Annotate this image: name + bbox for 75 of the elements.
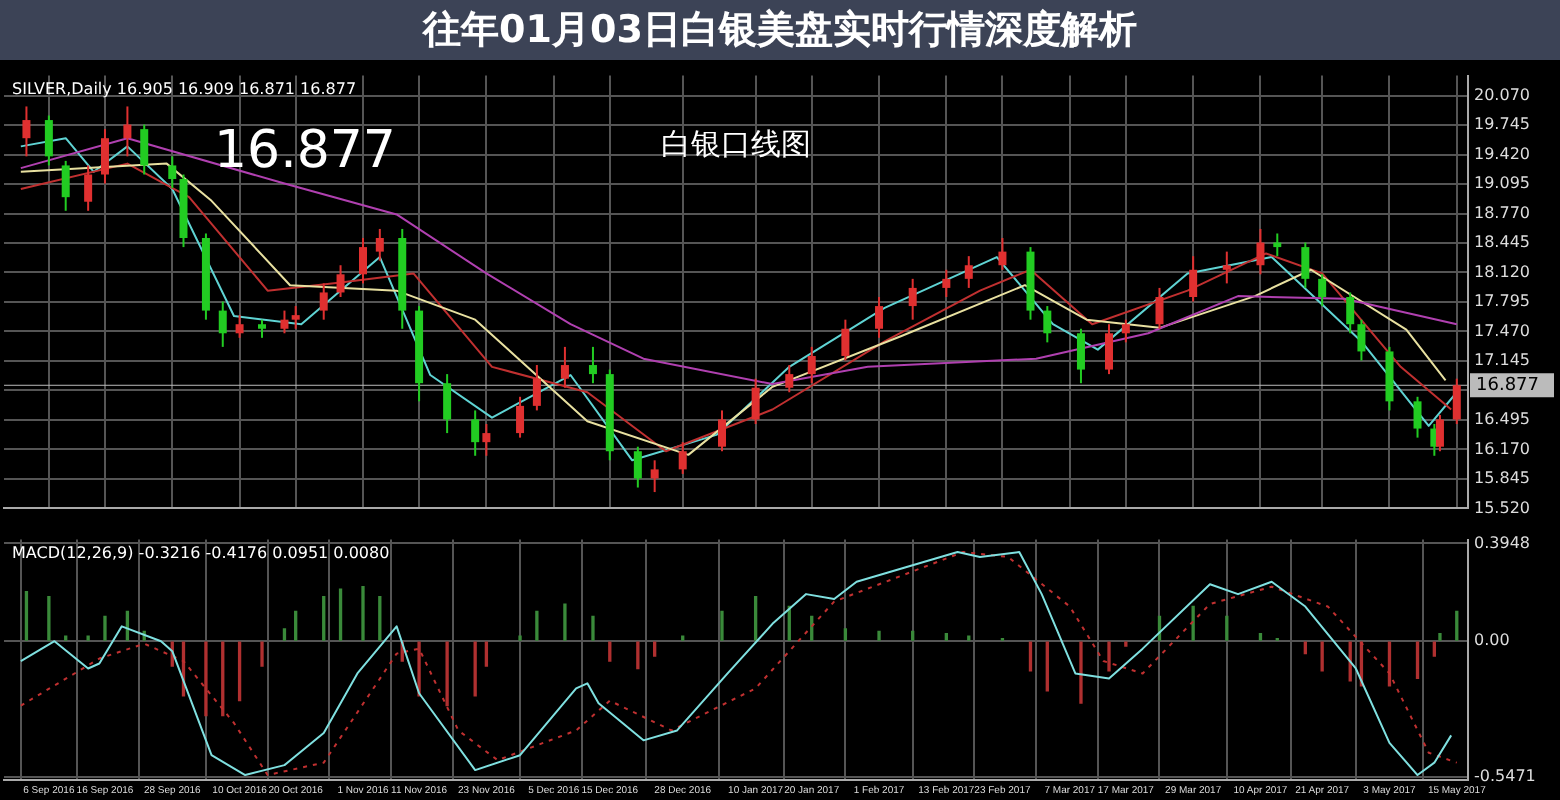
- candlestick: [471, 409, 480, 457]
- candlestick: [358, 237, 367, 285]
- candlestick: [22, 105, 31, 158]
- candlestick: [291, 305, 300, 330]
- candlestick: [218, 300, 227, 348]
- candlestick: [319, 282, 328, 321]
- candlestick: [44, 114, 53, 167]
- candlestick: [678, 441, 687, 475]
- text: 白银口线图: [661, 126, 811, 163]
- y-tick-label: 18.120: [1474, 262, 1530, 281]
- candlestick: [1121, 318, 1130, 344]
- chart-title: 往年01月03日白银美盘实时行情深度解析: [0, 0, 1560, 60]
- candlestick: [84, 164, 93, 212]
- candlestick: [1346, 291, 1355, 335]
- candlestick: [964, 255, 973, 289]
- candlestick: [1189, 255, 1198, 303]
- candlestick: [908, 277, 917, 321]
- y-tick-label: 18.445: [1474, 233, 1530, 252]
- candlestick: [235, 314, 244, 339]
- candlestick: [1043, 305, 1052, 344]
- candlestick: [336, 264, 345, 298]
- chart-title: MACD(12,26,9) -0.3216 -0.4176 0.0951 0.0080: [12, 543, 390, 562]
- candlestick: [375, 227, 384, 262]
- candlestick: [1452, 377, 1461, 426]
- candlestick: [280, 309, 289, 335]
- y-tick-label: 20.070: [1474, 85, 1530, 104]
- ref-line-label: 16.877: [1476, 375, 1539, 396]
- y-tick-label: 19.095: [1474, 174, 1530, 193]
- y-tick-label: 16.495: [1474, 410, 1530, 429]
- annotation: SILVER,Daily 16.905 16.909 16.871 16.877: [12, 79, 357, 98]
- y-tick-label: 15.520: [1474, 498, 1530, 517]
- candlestick: [998, 237, 1007, 271]
- candlestick: [807, 345, 816, 385]
- candlestick: [1222, 250, 1231, 285]
- candlestick: [1155, 286, 1164, 330]
- y-tick-label: 18.770: [1474, 203, 1530, 222]
- candlestick: [650, 459, 659, 494]
- candlestick: [482, 423, 491, 457]
- candlestick: [751, 377, 760, 426]
- candlestick: [1413, 395, 1422, 439]
- candlestick: [168, 155, 177, 190]
- y-tick-label: 17.470: [1474, 321, 1530, 340]
- y-tick-label: 0.3948: [1474, 533, 1530, 552]
- candlestick: [588, 345, 597, 385]
- candlestick: [1301, 241, 1310, 289]
- candlestick: [560, 345, 569, 389]
- candlestick: [140, 123, 149, 176]
- candlestick: [1435, 413, 1444, 453]
- y-tick-label: 17.145: [1474, 351, 1530, 370]
- candlestick: [942, 268, 951, 298]
- candlestick: [875, 295, 884, 339]
- y-tick-label: -0.5471: [1474, 766, 1536, 785]
- candlestick: [717, 409, 726, 453]
- candlestick: [443, 373, 452, 435]
- y-tick-label: 16.170: [1474, 439, 1530, 458]
- candlestick: [123, 105, 132, 158]
- candlestick: [1076, 327, 1085, 385]
- y-tick-label: 19.420: [1474, 144, 1530, 163]
- candlestick: [532, 364, 541, 412]
- candlestick: [785, 364, 794, 394]
- candlestick: [516, 395, 525, 439]
- candlestick: [1318, 273, 1327, 308]
- y-tick-label: 17.795: [1474, 292, 1530, 311]
- candlestick: [61, 159, 70, 212]
- candlestick: [633, 445, 642, 489]
- candlestick: [100, 128, 109, 185]
- y-tick-label: 0.00: [1474, 631, 1510, 650]
- annotation: 16.877: [214, 121, 396, 182]
- y-tick-label: 19.745: [1474, 115, 1530, 134]
- candlestick: [1105, 323, 1114, 376]
- candlestick: [841, 318, 850, 362]
- y-tick-label: 15.845: [1474, 469, 1530, 488]
- candlestick: [258, 318, 267, 339]
- candlestick: [1357, 318, 1366, 362]
- candlestick: [1256, 227, 1265, 276]
